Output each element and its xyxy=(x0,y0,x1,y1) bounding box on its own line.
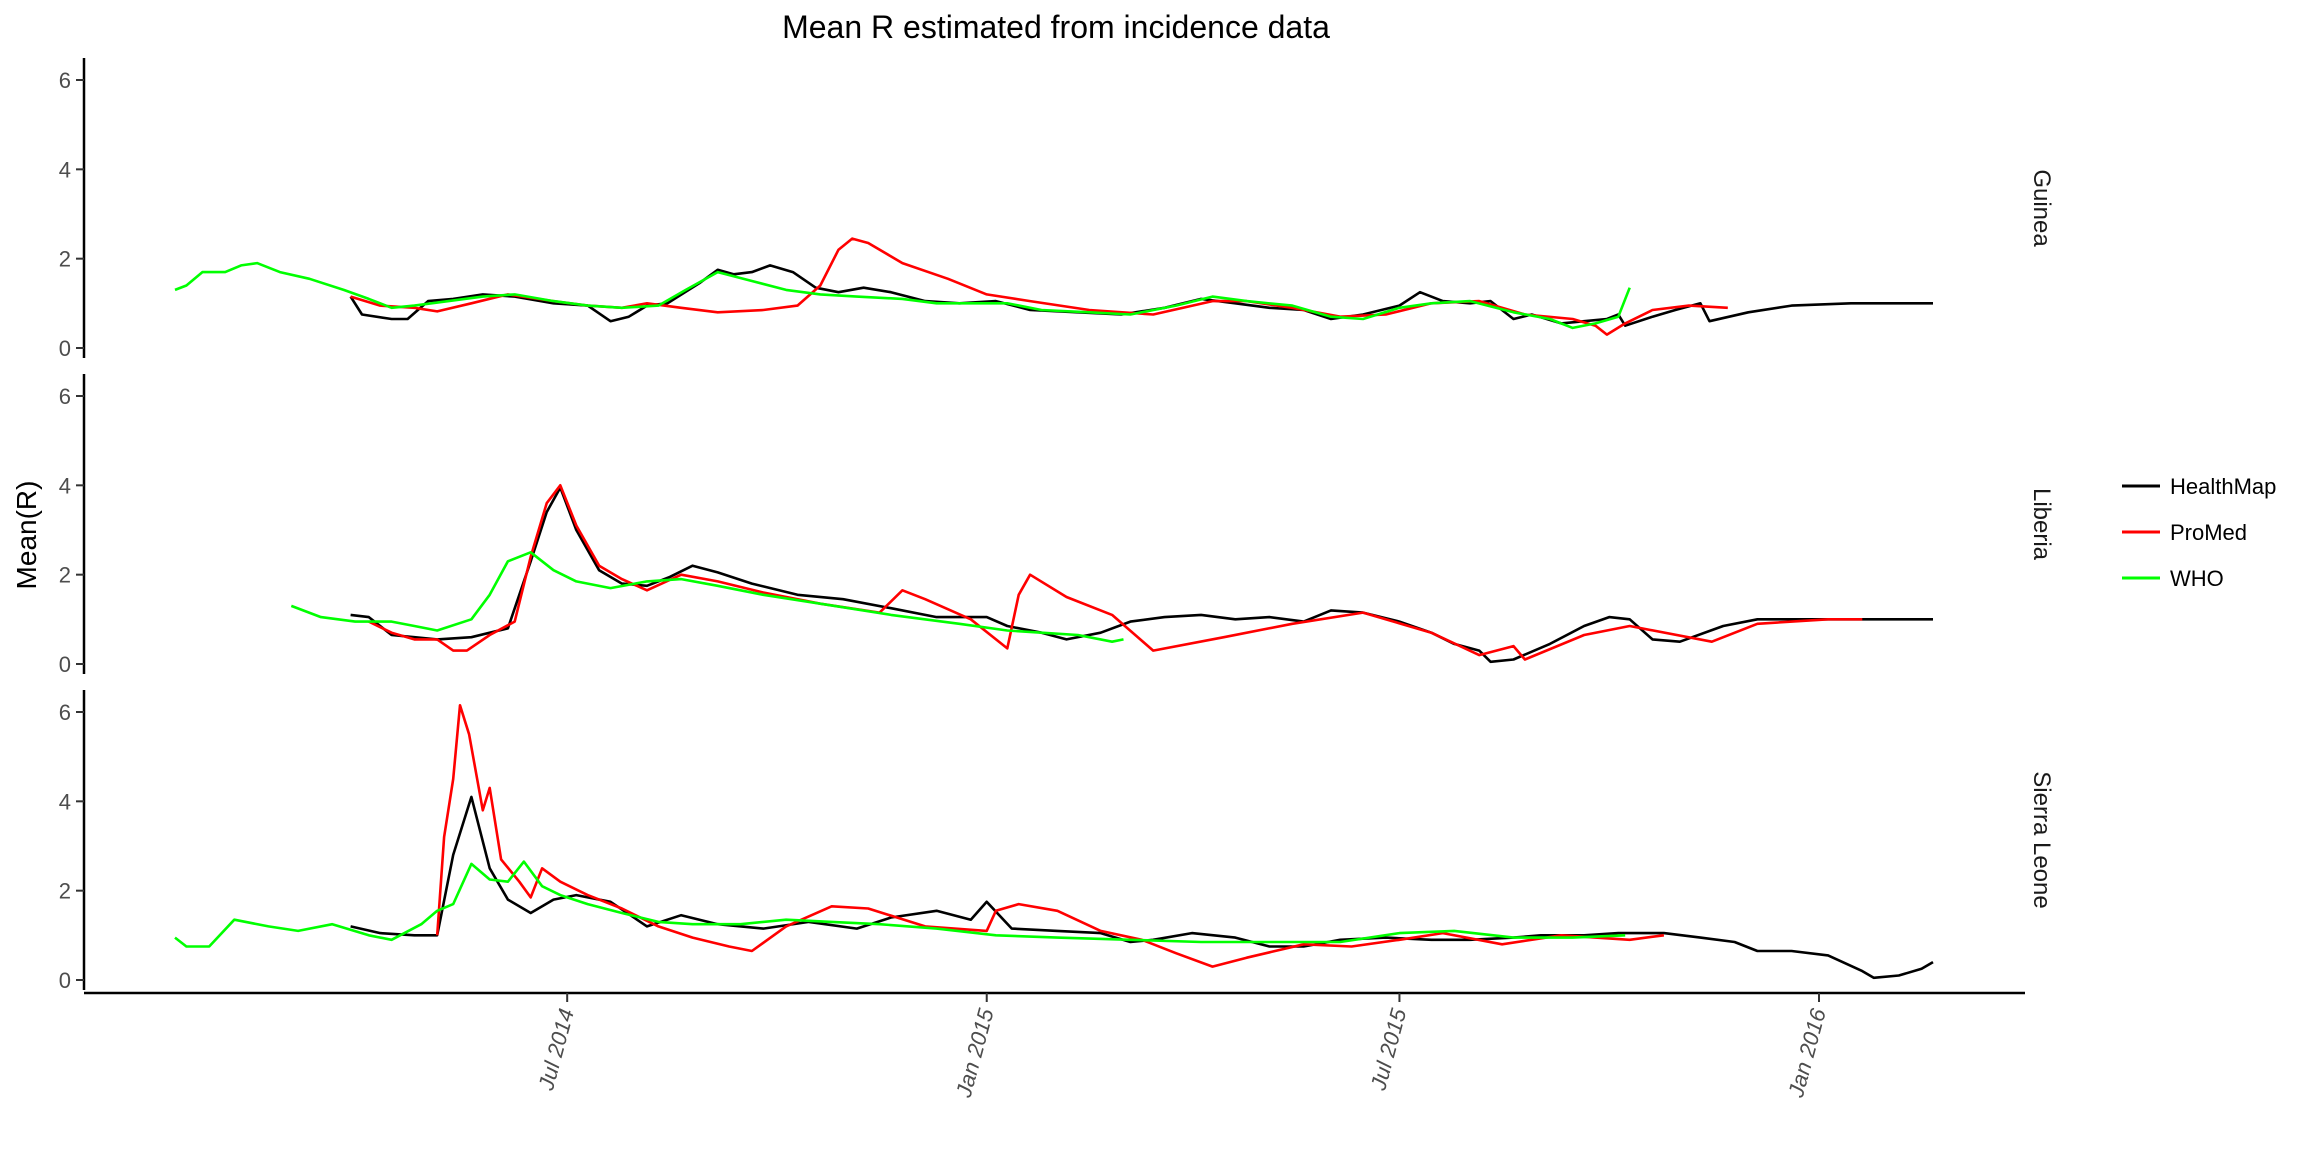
chart-panels: 0 2 4 6 Guinea 0 2 4 6 Liberia 0 2 4 6 Sierra Leone xyxy=(59,58,2055,993)
y-tick-label: 4 xyxy=(59,157,71,182)
panel-guinea: 0 2 4 6 Guinea xyxy=(59,58,2055,361)
x-tick-label: Jan 2015 xyxy=(951,1005,999,1101)
strip-label: Guinea xyxy=(2028,169,2055,247)
x-axis: Jul 2014 Jan 2015 Jul 2015 Jan 2016 xyxy=(84,991,2025,1101)
chart-title: Mean R estimated from incidence data xyxy=(782,9,1330,45)
y-tick-label: 0 xyxy=(59,968,71,993)
y-tick-label: 6 xyxy=(59,68,71,93)
series-line-promed xyxy=(350,237,1728,336)
series-line-who xyxy=(174,261,1631,330)
y-tick-label: 6 xyxy=(59,700,71,725)
strip-label: Sierra Leone xyxy=(2028,771,2055,908)
x-tick-label: Jul 2015 xyxy=(1365,1005,1411,1094)
y-tick-label: 6 xyxy=(59,384,71,409)
series-line-promed xyxy=(435,704,1665,968)
y-tick-label: 0 xyxy=(59,336,71,361)
legend: HealthMap ProMed WHO xyxy=(2122,474,2276,591)
y-tick-label: 2 xyxy=(59,879,71,904)
x-tick-label: Jul 2014 xyxy=(533,1006,579,1094)
legend-label-healthmap: HealthMap xyxy=(2170,474,2276,499)
series-line-who xyxy=(290,551,1124,643)
panel-liberia: 0 2 4 6 Liberia xyxy=(59,374,2055,677)
y-tick-label: 2 xyxy=(59,247,71,272)
legend-label-promed: ProMed xyxy=(2170,520,2247,545)
panel-sierra-leone: 0 2 4 6 Sierra Leone xyxy=(59,690,2055,993)
y-tick-label: 2 xyxy=(59,563,71,588)
y-axis-title: Mean(R) xyxy=(11,481,42,590)
strip-label: Liberia xyxy=(2028,488,2055,561)
y-tick-label: 4 xyxy=(59,789,71,814)
legend-label-who: WHO xyxy=(2170,566,2224,591)
series-line-healthmap xyxy=(350,486,1933,664)
y-tick-label: 4 xyxy=(59,473,71,498)
series-line-healthmap xyxy=(350,795,1934,980)
y-tick-label: 0 xyxy=(59,652,71,677)
x-tick-label: Jan 2016 xyxy=(1783,1005,1831,1101)
series-line-healthmap xyxy=(349,264,1933,327)
series-line-who xyxy=(174,860,1626,948)
series-line-promed xyxy=(368,484,1863,661)
